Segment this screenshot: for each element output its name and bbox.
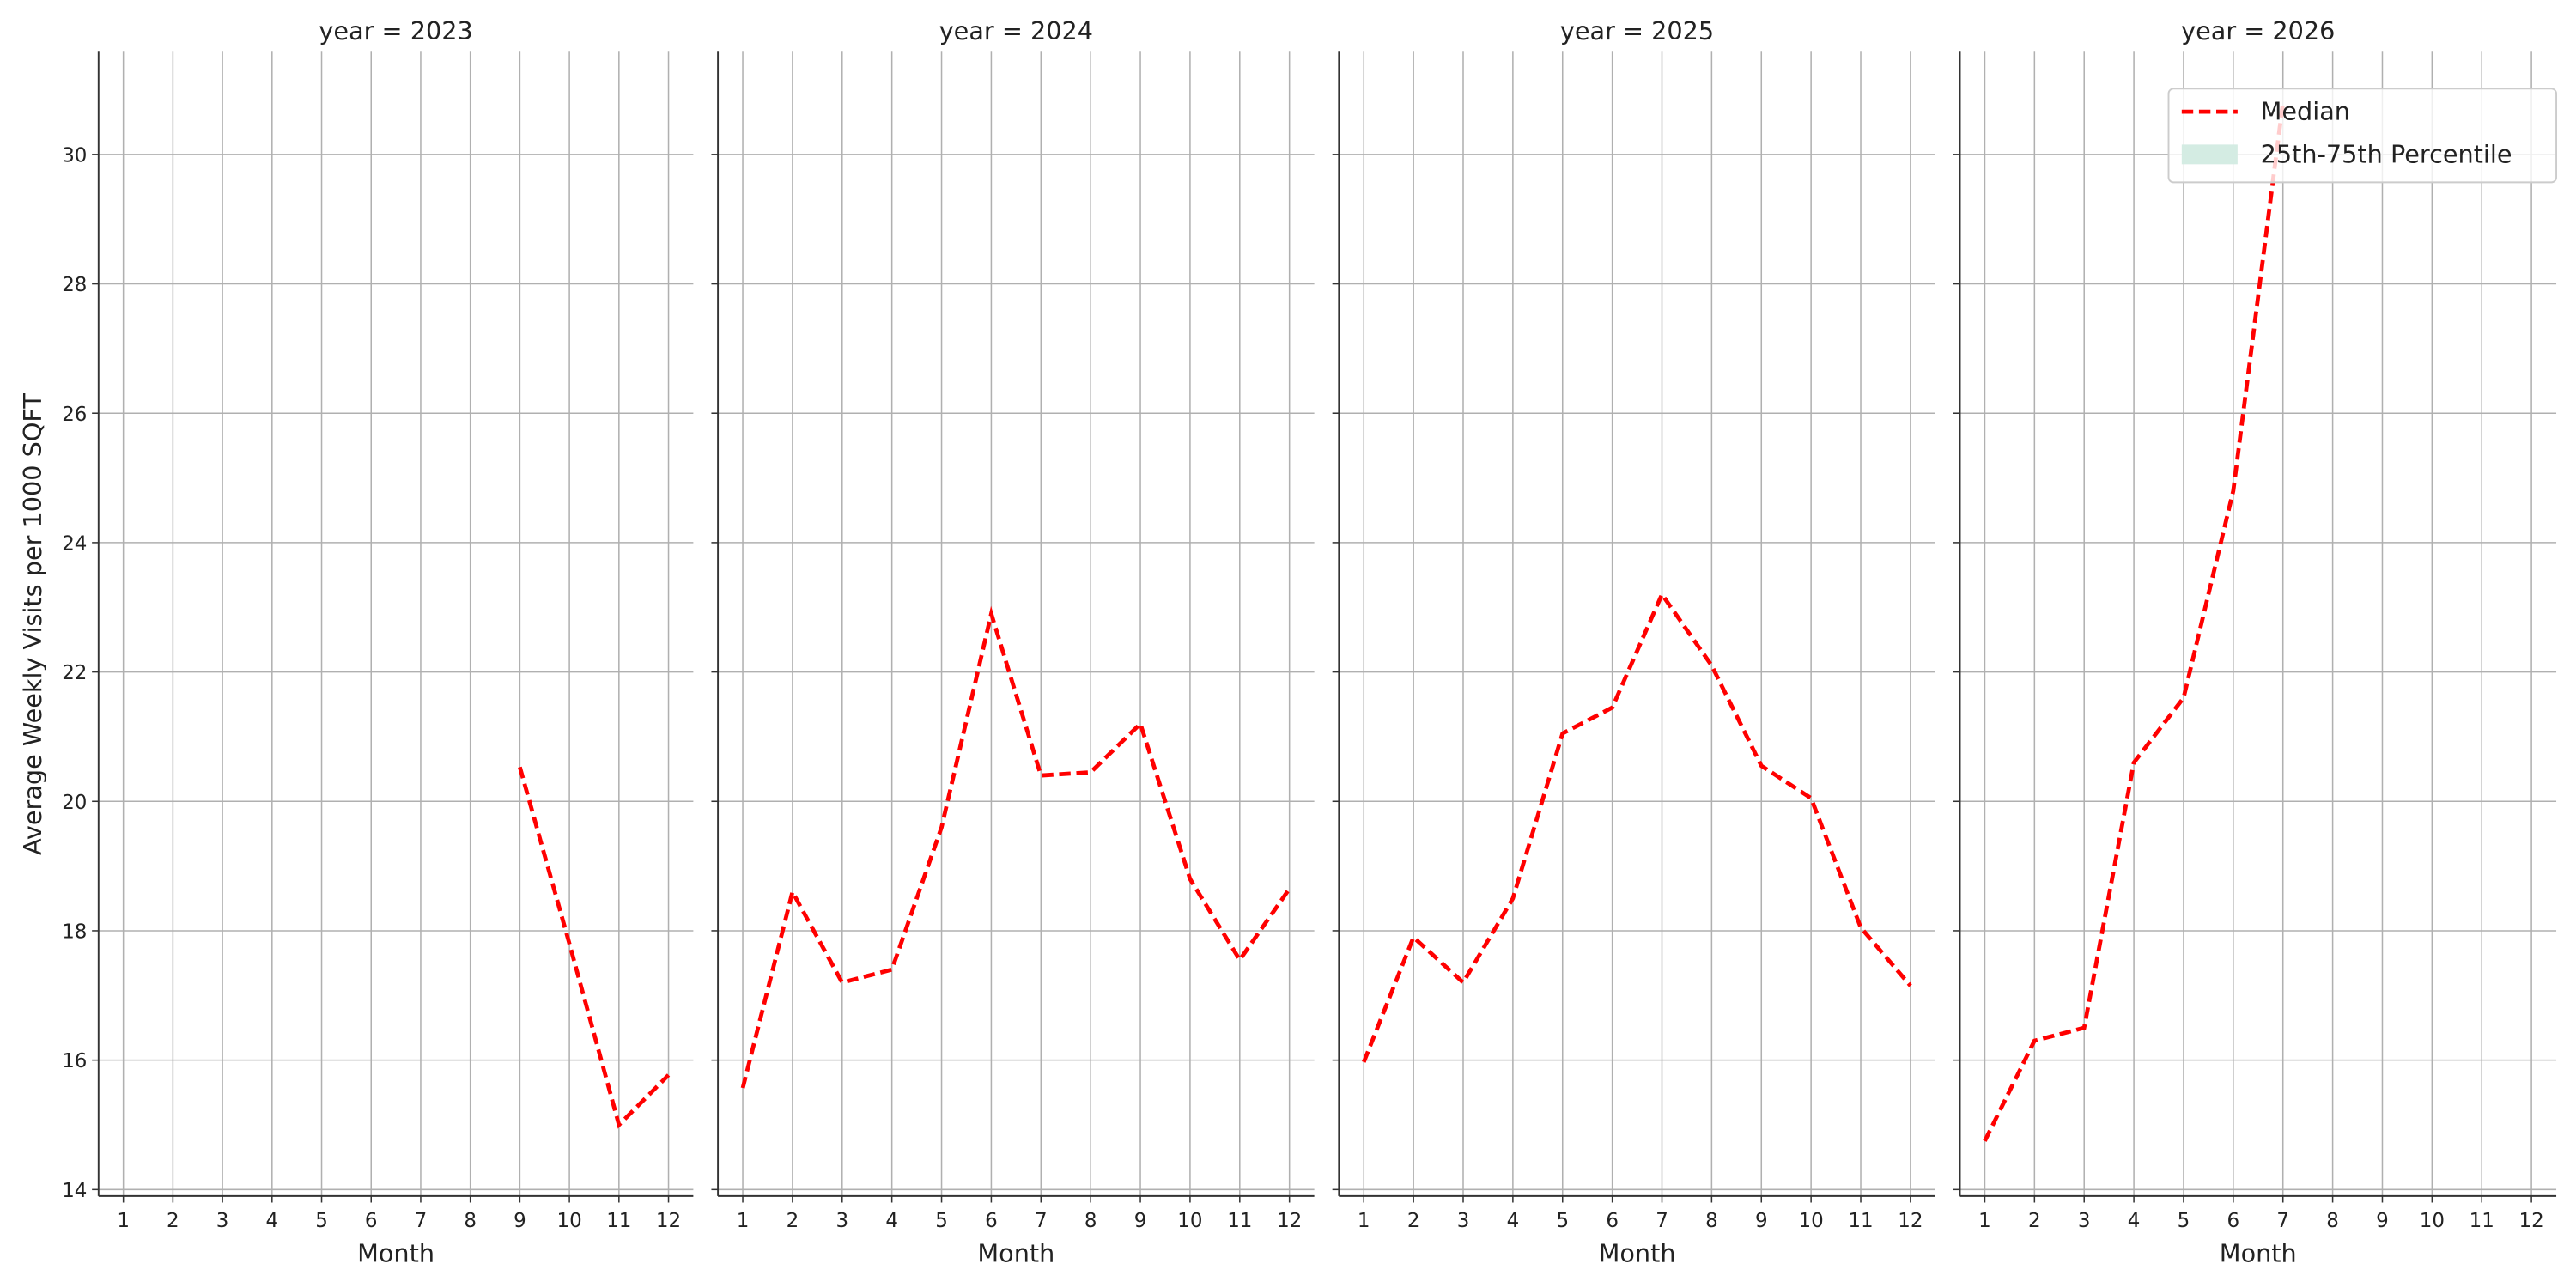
x-tick-label: 5 bbox=[315, 1210, 328, 1232]
x-tick-label: 2 bbox=[1407, 1210, 1420, 1232]
x-tick-label: 6 bbox=[2227, 1210, 2240, 1232]
x-tick-label: 1 bbox=[117, 1210, 130, 1232]
x-axis-label: Month bbox=[357, 1238, 434, 1267]
x-tick-label: 3 bbox=[1457, 1210, 1470, 1232]
x-tick-label: 9 bbox=[1755, 1210, 1768, 1232]
x-tick-label: 4 bbox=[266, 1210, 279, 1232]
y-tick-label: 16 bbox=[62, 1050, 87, 1072]
x-tick-label: 2 bbox=[2028, 1210, 2041, 1232]
x-tick-label: 7 bbox=[1656, 1210, 1668, 1232]
x-tick-label: 12 bbox=[656, 1210, 681, 1232]
legend-swatch bbox=[2181, 144, 2238, 165]
panel-title: year = 2024 bbox=[939, 16, 1093, 46]
x-tick-label: 1 bbox=[737, 1210, 750, 1232]
x-tick-label: 3 bbox=[2078, 1210, 2091, 1232]
x-tick-label: 9 bbox=[2376, 1210, 2389, 1232]
y-tick-label: 28 bbox=[62, 274, 87, 296]
x-tick-label: 10 bbox=[2420, 1210, 2445, 1232]
panel-title: year = 2026 bbox=[2181, 16, 2335, 46]
x-axis-label: Month bbox=[2220, 1238, 2297, 1267]
x-tick-label: 4 bbox=[885, 1210, 898, 1232]
x-tick-label: 3 bbox=[835, 1210, 848, 1232]
x-tick-label: 8 bbox=[1084, 1210, 1097, 1232]
y-tick-label: 14 bbox=[62, 1180, 87, 1202]
x-axis-label: Month bbox=[1599, 1238, 1676, 1267]
panel-title: year = 2023 bbox=[319, 16, 472, 46]
y-tick-label: 30 bbox=[62, 144, 87, 167]
x-tick-label: 2 bbox=[787, 1210, 799, 1232]
x-tick-label: 12 bbox=[2519, 1210, 2544, 1232]
x-tick-label: 7 bbox=[415, 1210, 428, 1232]
x-tick-label: 2 bbox=[167, 1210, 179, 1232]
x-tick-label: 8 bbox=[2326, 1210, 2339, 1232]
x-tick-label: 6 bbox=[985, 1210, 998, 1232]
x-tick-label: 11 bbox=[2470, 1210, 2494, 1232]
y-tick-label: 26 bbox=[62, 404, 87, 426]
x-tick-label: 4 bbox=[1507, 1210, 1520, 1232]
x-tick-label: 3 bbox=[216, 1210, 229, 1232]
x-tick-label: 11 bbox=[606, 1210, 631, 1232]
y-axis-label: Average Weekly Visits per 1000 SQFT bbox=[18, 393, 47, 855]
x-tick-label: 7 bbox=[2276, 1210, 2289, 1232]
x-tick-label: 11 bbox=[1848, 1210, 1873, 1232]
x-tick-label: 9 bbox=[513, 1210, 526, 1232]
x-tick-label: 10 bbox=[1177, 1210, 1202, 1232]
y-tick-label: 20 bbox=[62, 792, 87, 814]
legend-box bbox=[2167, 88, 2557, 184]
x-tick-label: 1 bbox=[1358, 1210, 1370, 1232]
legend-label: 25th-75th Percentile bbox=[2261, 139, 2512, 168]
x-tick-label: 12 bbox=[1898, 1210, 1923, 1232]
legend-label: Median bbox=[2261, 97, 2350, 126]
x-tick-label: 5 bbox=[935, 1210, 948, 1232]
median-line bbox=[1362, 590, 1912, 1063]
x-tick-label: 4 bbox=[2128, 1210, 2141, 1232]
x-tick-label: 1 bbox=[1978, 1210, 1991, 1232]
median-line bbox=[1983, 102, 2286, 1142]
x-tick-label: 11 bbox=[1227, 1210, 1252, 1232]
x-tick-label: 5 bbox=[1556, 1210, 1569, 1232]
median-line bbox=[740, 605, 1291, 1089]
x-tick-label: 12 bbox=[1277, 1210, 1302, 1232]
x-tick-label: 10 bbox=[1799, 1210, 1824, 1232]
y-tick-label: 22 bbox=[62, 662, 87, 684]
x-tick-label: 8 bbox=[464, 1210, 477, 1232]
x-tick-label: 9 bbox=[1134, 1210, 1147, 1232]
x-tick-label: 5 bbox=[2178, 1210, 2190, 1232]
panel-title: year = 2025 bbox=[1560, 16, 1714, 46]
x-tick-label: 6 bbox=[1606, 1210, 1619, 1232]
x-tick-label: 10 bbox=[557, 1210, 582, 1232]
x-tick-label: 8 bbox=[1705, 1210, 1718, 1232]
x-tick-label: 6 bbox=[365, 1210, 378, 1232]
x-axis-label: Month bbox=[977, 1238, 1054, 1267]
y-tick-label: 24 bbox=[62, 533, 87, 556]
y-tick-label: 18 bbox=[62, 921, 87, 944]
x-tick-label: 7 bbox=[1035, 1210, 1048, 1232]
median-line bbox=[518, 766, 671, 1129]
